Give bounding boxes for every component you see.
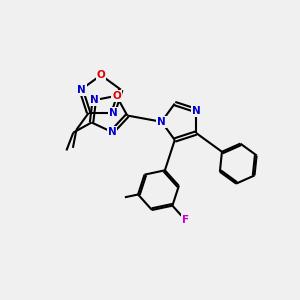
Text: O: O — [112, 91, 121, 101]
Text: N: N — [90, 95, 99, 105]
Text: N: N — [108, 127, 116, 137]
Text: O: O — [97, 70, 105, 80]
Text: N: N — [77, 85, 85, 94]
Text: N: N — [109, 108, 118, 118]
Text: N: N — [192, 106, 200, 116]
Text: F: F — [182, 215, 189, 225]
Text: N: N — [157, 117, 166, 127]
